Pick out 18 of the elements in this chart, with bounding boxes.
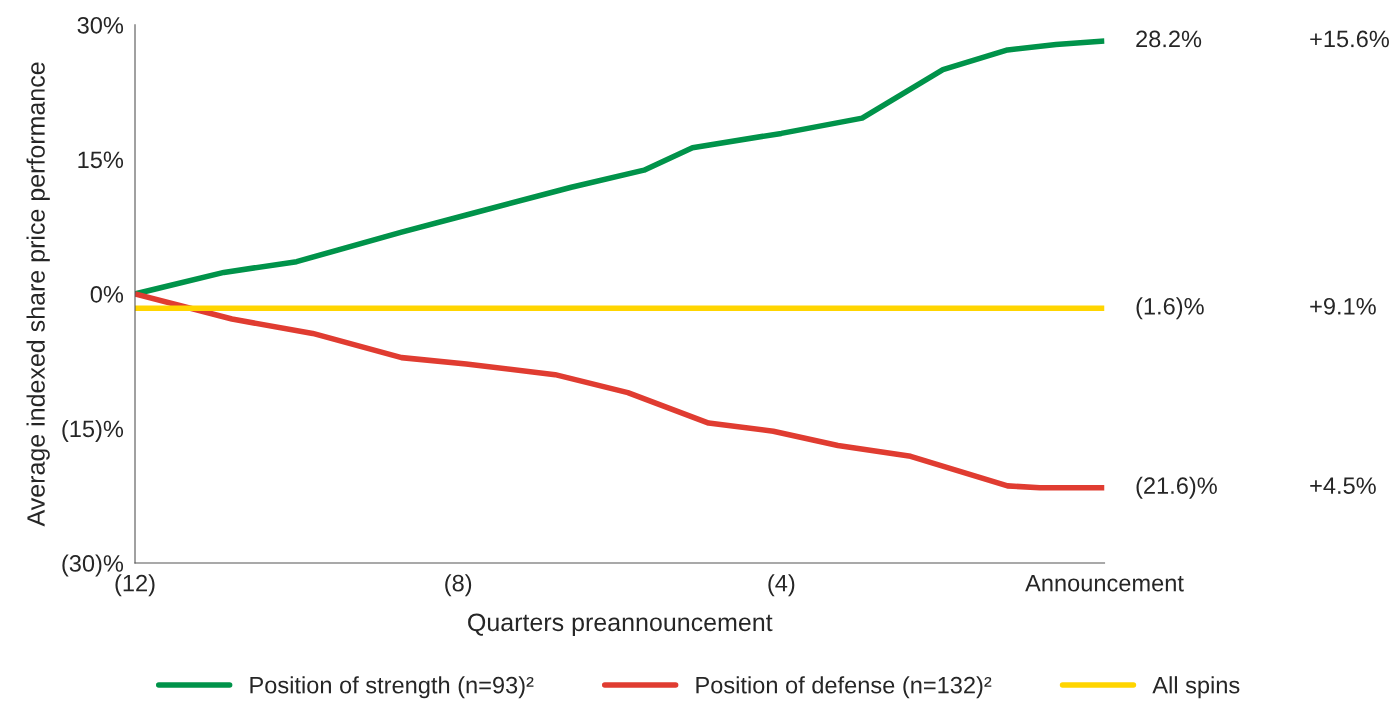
x-tick-label: (4) [768,574,795,597]
x-tick-label: Announcement [1025,575,1184,592]
y-axis-title: Average indexed share price performance [26,62,50,527]
data-label: (1.6)% [1136,297,1204,320]
y-tick-label: (15)% [62,419,124,442]
legend-label: All spins [1152,676,1240,699]
text: +4.5% [1310,477,1376,495]
x-axis-title: Quarters preannouncement [468,613,773,637]
y-tick-label: 15% [78,151,124,169]
y-tick-label: 0% [90,286,124,303]
y-tick-label: 30% [77,16,124,34]
x-tick-label: (8) [445,574,472,597]
legend-label: Position of defense (n=132)² [696,676,992,699]
legend-label: Position of strength (n=93)² [250,676,534,699]
data-label: 28.2% [1136,30,1202,48]
data-label: (21.6)% [1136,476,1217,499]
text: +15.6% [1310,30,1389,48]
text: +9.1% [1310,297,1376,315]
